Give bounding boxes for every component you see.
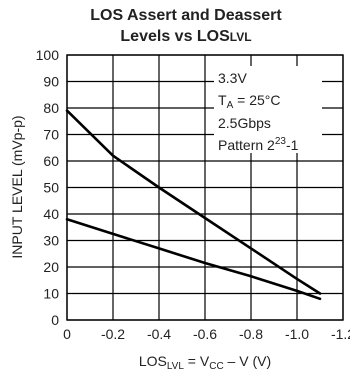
annotation-line4: Pattern 223-1	[218, 136, 299, 153]
series-line-2	[65, 218, 322, 301]
annotation-line4-rest: -1	[286, 137, 299, 153]
annotation-line4-main: Pattern 2	[218, 137, 275, 153]
y-tick-label: 90	[43, 74, 59, 90]
series-line-1	[65, 109, 322, 295]
annotation-line3: 2.5Gbps	[218, 115, 271, 131]
y-tick-label: 80	[43, 100, 59, 116]
annotation-background	[214, 66, 322, 153]
x-axis-label-p1-sub: LVL	[167, 361, 184, 372]
annotation-line2-main: T	[218, 92, 227, 108]
plot-frame	[66, 54, 344, 321]
x-tick-label: -0.6	[193, 326, 217, 342]
x-axis-ticks: 0 -0.2 -0.4 -0.6 -0.8 -1.0 -1.2	[63, 326, 350, 342]
chart-title-line2: Levels vs LOSLVL	[120, 28, 251, 45]
x-axis-label-p2: = V	[184, 353, 210, 369]
x-axis-label-p2-sub: CC	[209, 361, 223, 372]
annotation-line1: 3.3V	[218, 70, 247, 86]
y-tick-label: 60	[43, 153, 59, 169]
x-tick-label: -0.8	[239, 326, 263, 342]
y-tick-label: 40	[43, 206, 59, 222]
x-tick-label: -0.2	[101, 326, 125, 342]
y-axis-label: INPUT LEVEL (mVp-p)	[9, 115, 25, 258]
y-tick-label: 70	[43, 127, 59, 143]
annotation-line4-sup: 23	[275, 136, 287, 147]
y-axis-ticks: 0 10 20 30 40 50 60 70 80 90 100	[36, 47, 60, 328]
y-tick-label: 0	[51, 312, 59, 328]
chart-title-line1: LOS Assert and Deassert	[90, 7, 282, 24]
series-group	[65, 109, 322, 301]
y-tick-label: 100	[36, 47, 60, 63]
x-tick-label: -1.2	[331, 326, 350, 342]
annotation-line2-sub: A	[227, 100, 234, 111]
y-tick-label: 30	[43, 233, 59, 249]
y-tick-label: 20	[43, 259, 59, 275]
x-axis-label-p3: – V (V)	[224, 353, 271, 369]
annotation-box: 3.3V TA = 25°C 2.5Gbps Pattern 223-1	[214, 66, 322, 153]
y-tick-label: 50	[43, 180, 59, 196]
chart-title-line2-main: Levels vs LOS	[120, 28, 230, 45]
x-tick-label: -1.0	[285, 326, 309, 342]
y-tick-label: 10	[43, 286, 59, 302]
x-axis-label-p1: LOS	[139, 353, 167, 369]
x-tick-label: -0.4	[147, 326, 171, 342]
x-axis-label: LOSLVL = VCC – V (V)	[139, 353, 271, 372]
annotation-line2: TA = 25°C	[218, 92, 280, 111]
x-tick-label: 0	[63, 326, 71, 342]
chart-title-line2-sub: LVL	[230, 30, 252, 44]
annotation-line2-rest: = 25°C	[233, 92, 280, 108]
